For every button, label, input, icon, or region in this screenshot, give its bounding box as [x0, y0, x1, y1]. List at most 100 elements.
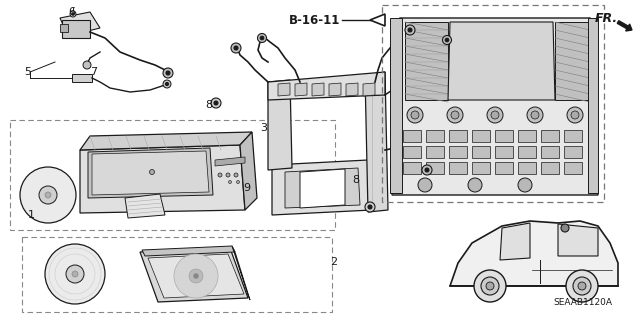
Text: B-16-11: B-16-11: [289, 13, 340, 26]
Bar: [541, 146, 559, 158]
Bar: [495, 162, 513, 174]
Circle shape: [45, 192, 51, 198]
Polygon shape: [240, 132, 257, 210]
Circle shape: [422, 165, 432, 175]
Bar: [518, 130, 536, 142]
Polygon shape: [312, 83, 324, 96]
Circle shape: [72, 13, 74, 15]
Polygon shape: [268, 80, 292, 170]
Circle shape: [481, 277, 499, 295]
Bar: [60, 24, 68, 32]
Polygon shape: [80, 132, 252, 150]
Bar: [541, 130, 559, 142]
Bar: [472, 130, 490, 142]
Circle shape: [234, 173, 238, 177]
Polygon shape: [285, 168, 360, 208]
Polygon shape: [365, 72, 388, 212]
Polygon shape: [363, 83, 375, 96]
Bar: [564, 146, 582, 158]
Circle shape: [451, 111, 459, 119]
Circle shape: [474, 270, 506, 302]
Circle shape: [442, 35, 451, 44]
Circle shape: [45, 244, 105, 304]
Polygon shape: [329, 83, 341, 96]
Polygon shape: [392, 18, 598, 195]
Circle shape: [408, 28, 412, 32]
Circle shape: [166, 71, 170, 75]
Text: 2: 2: [330, 257, 337, 267]
Text: 5: 5: [24, 67, 31, 77]
Text: 8: 8: [205, 100, 212, 110]
Circle shape: [567, 107, 583, 123]
Bar: [495, 130, 513, 142]
Bar: [588, 18, 598, 193]
Polygon shape: [278, 83, 290, 96]
Circle shape: [166, 83, 168, 85]
Bar: [541, 162, 559, 174]
Text: 1: 1: [28, 210, 35, 220]
Circle shape: [368, 205, 372, 209]
Polygon shape: [500, 223, 530, 260]
Text: SEAAB1120A: SEAAB1120A: [553, 298, 612, 307]
Circle shape: [174, 254, 218, 298]
Circle shape: [531, 111, 539, 119]
Bar: [10, 120, 335, 230]
Circle shape: [70, 11, 76, 17]
Polygon shape: [92, 151, 209, 195]
Polygon shape: [272, 160, 372, 215]
Circle shape: [260, 36, 264, 40]
Circle shape: [447, 107, 463, 123]
Circle shape: [150, 169, 154, 174]
Circle shape: [445, 38, 449, 42]
Circle shape: [518, 178, 532, 192]
Polygon shape: [125, 194, 165, 218]
Bar: [495, 146, 513, 158]
Bar: [72, 74, 92, 82]
Polygon shape: [370, 14, 385, 26]
Polygon shape: [60, 12, 100, 36]
Circle shape: [214, 101, 218, 105]
Circle shape: [566, 270, 598, 302]
Circle shape: [218, 173, 222, 177]
Circle shape: [468, 178, 482, 192]
Circle shape: [425, 168, 429, 172]
Circle shape: [411, 111, 419, 119]
Bar: [403, 130, 421, 142]
Polygon shape: [80, 145, 245, 213]
Circle shape: [491, 111, 499, 119]
Bar: [472, 146, 490, 158]
Circle shape: [571, 111, 579, 119]
Circle shape: [573, 277, 591, 295]
Bar: [449, 162, 467, 174]
Circle shape: [486, 282, 494, 290]
Polygon shape: [140, 248, 248, 302]
Polygon shape: [295, 83, 307, 96]
Polygon shape: [88, 148, 213, 198]
Circle shape: [226, 173, 230, 177]
Bar: [426, 146, 444, 158]
Circle shape: [228, 181, 232, 183]
Circle shape: [66, 265, 84, 283]
Circle shape: [83, 61, 91, 69]
Circle shape: [20, 167, 76, 223]
Circle shape: [189, 269, 203, 283]
Bar: [449, 130, 467, 142]
Circle shape: [231, 43, 241, 53]
Circle shape: [405, 25, 415, 35]
Bar: [518, 146, 536, 158]
Circle shape: [578, 282, 586, 290]
Text: 9: 9: [243, 183, 250, 193]
Circle shape: [365, 202, 375, 212]
Bar: [564, 162, 582, 174]
Circle shape: [211, 98, 221, 108]
Polygon shape: [405, 22, 448, 100]
Polygon shape: [215, 157, 245, 166]
Polygon shape: [450, 221, 618, 286]
Polygon shape: [555, 22, 590, 100]
Bar: [472, 162, 490, 174]
Text: 7: 7: [90, 67, 97, 77]
Circle shape: [163, 68, 173, 78]
Polygon shape: [300, 169, 345, 208]
Circle shape: [407, 107, 423, 123]
Bar: [382, 5, 604, 202]
